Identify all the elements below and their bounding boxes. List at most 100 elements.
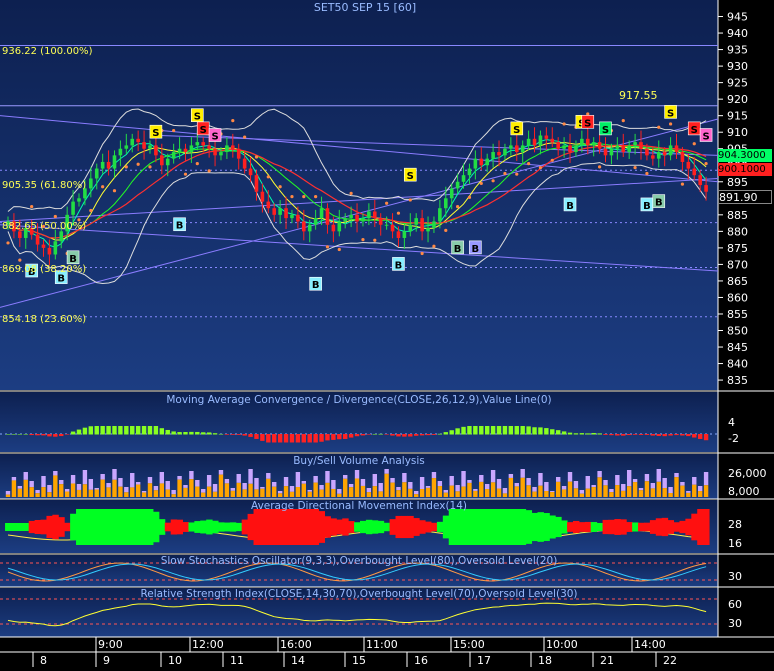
macd-bar — [490, 426, 496, 435]
candle-body — [23, 228, 28, 238]
volume-bar-buy — [106, 487, 111, 497]
volume-bar-buy — [135, 484, 141, 497]
adx-area-slice — [584, 521, 592, 533]
macd-bar — [100, 426, 105, 435]
sar-dot — [195, 162, 199, 166]
candle-body — [242, 158, 247, 169]
sar-dot — [408, 198, 412, 202]
macd-bar — [11, 434, 17, 435]
sar-dot — [6, 241, 10, 245]
adx-area-slice — [218, 522, 225, 532]
macd-bar — [502, 426, 508, 435]
adx-area-slice — [164, 522, 172, 532]
candle-body — [621, 145, 626, 153]
volume-bar-buy — [159, 483, 165, 497]
candle-body — [65, 214, 69, 232]
volume-bar-buy — [94, 489, 99, 497]
volume-bar-buy — [82, 484, 88, 497]
candle-body — [361, 218, 365, 222]
macd-bar — [189, 431, 194, 435]
adx-area-slice — [549, 515, 556, 539]
adx-area-slice — [212, 520, 219, 534]
stochastic-panel-title: Slow Stochastics Oscillator(9,3,3),Overb… — [160, 555, 558, 567]
adx-area-slice — [413, 518, 420, 536]
candle-body — [254, 175, 259, 192]
adx-area-slice — [141, 509, 148, 545]
candle-body — [514, 145, 519, 153]
volume-bar-sell — [23, 472, 28, 480]
macd-bar — [390, 434, 395, 436]
volume-bar-sell — [662, 478, 667, 489]
time-axis-label: 12:00 — [192, 638, 224, 651]
adx-area-slice — [501, 509, 509, 545]
adx-area-slice — [105, 509, 113, 545]
price-axis-label: 910 — [727, 126, 748, 139]
volume-bar-sell — [508, 474, 514, 478]
volume-bar-buy — [272, 486, 277, 497]
adx-area-slice — [99, 509, 107, 545]
volume-bar-sell — [686, 491, 691, 493]
adx-area-slice — [283, 509, 290, 545]
candle-body — [195, 142, 200, 146]
sar-dot — [373, 238, 377, 242]
volume-bar-sell — [118, 478, 123, 487]
volume-bar-sell — [632, 479, 638, 483]
volume-bar-buy — [390, 482, 395, 497]
candle-body — [260, 191, 265, 202]
sar-dot — [77, 218, 81, 222]
volume-bar-sell — [319, 485, 324, 490]
volume-bar-sell — [171, 490, 176, 495]
volume-bar-sell — [555, 477, 561, 482]
candle-body — [106, 161, 111, 169]
candle-body — [497, 152, 501, 156]
volume-bar-buy — [53, 475, 58, 497]
adx-area-slice — [691, 513, 698, 541]
candle-body — [266, 201, 271, 209]
macd-bar — [159, 428, 165, 435]
volume-bar-buy — [532, 491, 537, 497]
volume-bar-sell — [88, 479, 94, 490]
sar-dot — [314, 195, 318, 199]
macd-bar — [112, 426, 117, 435]
sar-dot — [89, 208, 93, 213]
macd-bar — [23, 434, 28, 435]
volume-bar-buy — [301, 483, 306, 497]
adx-area-slice — [673, 522, 680, 532]
date-axis-label: 9 — [103, 654, 110, 667]
volume-bar-sell — [396, 487, 401, 491]
sar-dot — [396, 211, 401, 215]
volume-bar-sell — [390, 478, 395, 483]
adx-area-slice — [448, 509, 456, 545]
macd-bar — [431, 434, 437, 435]
candle-body — [343, 218, 348, 222]
volume-bar-buy — [266, 478, 271, 497]
candle-body — [165, 158, 170, 166]
rsi-line — [7, 602, 707, 627]
candle-body — [171, 152, 176, 159]
candle-body — [94, 168, 99, 179]
candle-body — [142, 142, 146, 149]
macd-bar — [520, 426, 525, 435]
price-axis-label: 840 — [727, 358, 748, 371]
adx-area-slice — [478, 509, 485, 545]
macd-bar — [650, 434, 656, 436]
sar-dot — [456, 204, 460, 209]
candle-body — [6, 221, 10, 225]
macd-bar — [59, 434, 64, 437]
sar-dot — [101, 185, 105, 189]
candle-body — [568, 145, 572, 153]
price-axis-label: 855 — [727, 308, 748, 321]
volume-bar-sell — [366, 488, 372, 493]
svg-text:B: B — [472, 244, 480, 255]
macd-bar — [402, 434, 407, 437]
sar-dot — [692, 142, 696, 146]
macd-bar — [295, 434, 301, 443]
adx-area-slice — [93, 509, 101, 545]
fib-level-100: 936.22 (100.00%) — [2, 46, 93, 57]
volume-bar-sell — [165, 481, 170, 490]
volume-bar-buy — [254, 489, 259, 497]
candle-body — [686, 161, 691, 169]
candle-body — [189, 145, 194, 153]
macd-bar — [331, 434, 336, 440]
